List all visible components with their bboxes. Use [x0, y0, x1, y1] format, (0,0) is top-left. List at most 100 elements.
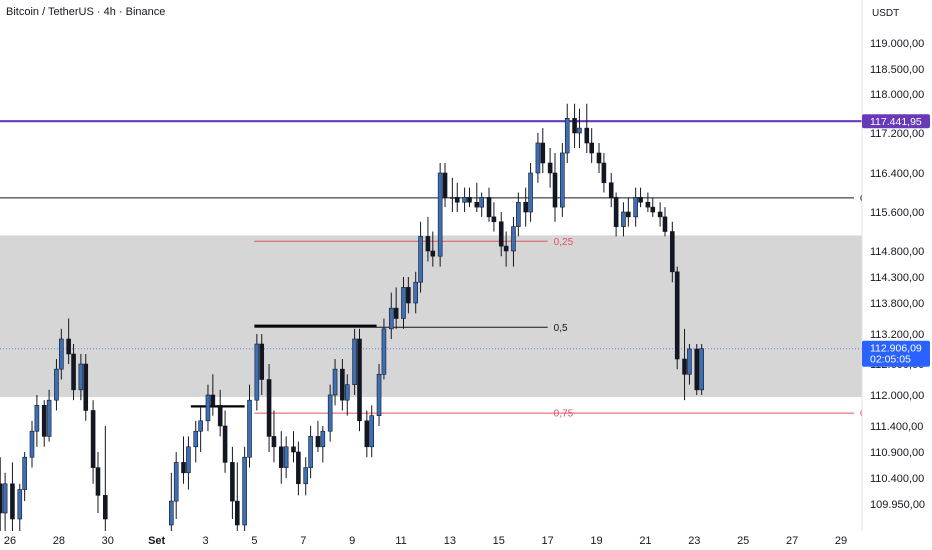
candle-body	[589, 142, 594, 154]
candle-body	[271, 436, 277, 448]
candle-body	[430, 250, 436, 257]
candle-body	[626, 211, 631, 218]
candle-body	[46, 399, 52, 437]
time-axis-tick-label: 5	[251, 535, 257, 547]
candle-body	[694, 348, 700, 391]
fib-level-label: 0,75	[554, 409, 574, 420]
candle-body	[198, 420, 203, 432]
time-axis-tick-label: 25	[737, 535, 749, 547]
time-axis-tick-label: 19	[590, 535, 602, 547]
candle-body	[278, 446, 284, 468]
candle-body	[210, 394, 216, 406]
time-axis-tick-label: 11	[395, 535, 406, 547]
candle-body	[22, 456, 27, 490]
candle-body	[0, 483, 3, 514]
candle-body	[535, 142, 541, 174]
price-axis-tick-label: 114.300,00	[870, 272, 924, 284]
price-unit-label: USDT	[872, 8, 900, 19]
candle-body	[577, 127, 582, 134]
candle-body	[352, 338, 357, 385]
candle-body	[308, 436, 313, 468]
candle-body	[303, 467, 309, 485]
candle-body	[205, 394, 211, 422]
time-axis-tick-label: 9	[349, 535, 355, 547]
candle-body	[78, 363, 84, 391]
candle-body	[234, 500, 240, 526]
price-axis-tick-label: 111.400,00	[870, 421, 923, 433]
candle-body	[59, 338, 64, 370]
candle-body	[393, 307, 399, 319]
candle-body	[560, 152, 565, 208]
candle-body	[320, 430, 326, 448]
price-axis-tick-label: 110.900,00	[870, 447, 924, 459]
candle-body	[674, 271, 680, 360]
drawing-lines-layer: 00,250,50,750	[0, 120, 866, 420]
candle-body	[633, 197, 638, 218]
time-axis-tick-label: 27	[786, 535, 798, 547]
candle-body	[34, 405, 40, 432]
candle-body	[90, 410, 96, 468]
candle-body	[71, 353, 76, 391]
candle-body	[650, 206, 656, 213]
price-axis-tick-label: 109.950,00	[870, 499, 925, 511]
current-price-tag	[862, 340, 930, 367]
candle-body	[66, 338, 71, 355]
time-axis-tick-label: 15	[493, 535, 505, 547]
candle-body	[242, 456, 247, 526]
candle-body	[608, 182, 614, 198]
price-axis-background	[862, 0, 932, 550]
candle-body	[503, 245, 509, 252]
price-axis-tick-label: 114.800,00	[870, 246, 924, 258]
candle-body	[95, 467, 101, 496]
support-zone	[0, 235, 862, 398]
time-axis-tick-label: 7	[300, 535, 306, 547]
candle-body	[486, 197, 492, 218]
candle-body	[259, 343, 265, 380]
time-axis-background	[0, 531, 932, 550]
price-axis-tick-label: 117.200,00	[870, 128, 924, 140]
candle-body	[10, 483, 15, 520]
candle-body	[315, 436, 321, 448]
candle-body	[222, 425, 228, 463]
chart-title: Bitcoin / TetherUS · 4h · Binance	[6, 6, 166, 18]
candle-body	[406, 287, 411, 304]
candle-body	[547, 162, 553, 174]
current-price-tag-text: 02:05:05	[870, 354, 911, 366]
candle-body	[217, 405, 223, 427]
candle-body	[467, 197, 472, 203]
price-axis-tick-label: 110.400,00	[870, 473, 924, 485]
time-axis-tick-label: 3	[202, 535, 208, 547]
candle-body	[523, 201, 528, 213]
time-axis-tick-label: Set	[148, 535, 165, 547]
candle-body	[340, 368, 345, 401]
candle-body	[682, 358, 687, 375]
fib-level-label: 0,5	[554, 323, 568, 334]
candle-body	[613, 197, 619, 227]
candle-body	[670, 231, 675, 273]
candle-body	[528, 172, 533, 213]
candle-body	[283, 446, 289, 468]
candle-body	[601, 162, 607, 184]
candle-body	[17, 489, 23, 520]
candle-body	[29, 430, 35, 458]
candle-body	[344, 384, 350, 401]
price-axis-tick-label: 113.800,00	[870, 298, 924, 310]
resistance-price-tag	[862, 114, 930, 129]
price-axis-tick-label: 115.600,00	[870, 207, 924, 219]
candle-body	[388, 307, 394, 330]
current-price-tag-text: 112.906,09	[870, 343, 922, 355]
candle-body	[296, 451, 301, 485]
time-axis-tick-label: 30	[102, 535, 114, 547]
candle-body	[479, 197, 484, 208]
candle-body	[103, 495, 108, 520]
price-axis-tick-label: 112.000,00	[870, 390, 924, 402]
candle-body	[332, 368, 338, 396]
price-axis-tick-label: 118.000,00	[870, 89, 924, 101]
candle-body	[173, 462, 179, 502]
price-axis-tick-label: 116.400,00	[870, 168, 924, 180]
candle-body	[540, 142, 546, 164]
candle-body	[442, 172, 448, 198]
candle-body	[596, 152, 602, 164]
